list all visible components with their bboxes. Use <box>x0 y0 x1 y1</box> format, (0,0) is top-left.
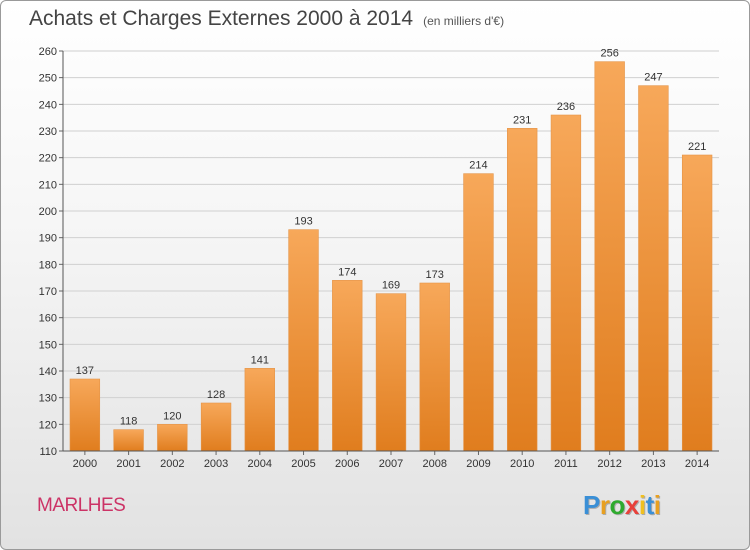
x-tick-label: 2013 <box>641 458 665 470</box>
y-tick-label: 220 <box>39 153 57 165</box>
x-tick-label: 2010 <box>510 458 534 470</box>
bar-value-label: 118 <box>120 416 138 428</box>
bar-value-label: 141 <box>251 354 269 366</box>
chart-subtitle: (en milliers d'€) <box>423 14 505 28</box>
bar-value-label: 221 <box>688 141 706 153</box>
logo-letter: i <box>653 490 661 520</box>
logo-letter: t <box>645 490 655 520</box>
chart-title: Achats et Charges Externes 2000 à 2014 (e… <box>29 7 504 31</box>
x-tick-label: 2014 <box>685 458 709 470</box>
bar <box>332 280 363 452</box>
bar-value-label: 173 <box>426 269 444 281</box>
bar-value-label: 137 <box>76 365 94 377</box>
y-tick-label: 240 <box>39 99 57 111</box>
bar <box>681 154 713 452</box>
bar <box>550 114 582 452</box>
y-tick-label: 130 <box>39 393 57 405</box>
x-tick-label: 2007 <box>379 458 403 470</box>
bar <box>463 173 494 452</box>
y-tick-label: 250 <box>39 73 57 85</box>
bar <box>507 128 538 452</box>
bar-value-label: 169 <box>382 280 400 292</box>
y-tick-label: 210 <box>39 179 57 191</box>
bar-value-label: 256 <box>600 48 618 60</box>
x-tick-label: 2009 <box>466 458 490 470</box>
y-tick-label: 180 <box>39 259 57 271</box>
x-tick-label: 2006 <box>335 458 359 470</box>
logo-letter: x <box>624 490 639 520</box>
logo-letter: P <box>583 490 600 520</box>
y-tick-label: 120 <box>39 419 57 431</box>
bar-value-label: 120 <box>163 410 181 422</box>
x-tick-label: 2002 <box>160 458 184 470</box>
x-tick-label: 2001 <box>116 458 140 470</box>
bar <box>288 229 319 452</box>
bar <box>375 293 407 452</box>
y-tick-label: 260 <box>39 46 57 58</box>
proxiti-logo: Proxiti <box>583 490 661 521</box>
bar-value-label: 193 <box>294 216 312 228</box>
bar-value-label: 174 <box>338 266 356 278</box>
bar <box>244 368 275 452</box>
y-tick-label: 190 <box>39 233 57 245</box>
x-tick-label: 2004 <box>248 458 272 470</box>
bar-value-label: 214 <box>469 160 487 172</box>
logo-letter: o <box>609 490 625 520</box>
y-tick-label: 230 <box>39 126 57 138</box>
bar-value-label: 128 <box>207 389 225 401</box>
y-tick-label: 170 <box>39 286 57 298</box>
title-text: Achats et Charges Externes 2000 à 2014 <box>29 7 414 30</box>
bar-value-label: 247 <box>644 72 662 84</box>
x-tick-label: 2008 <box>422 458 446 470</box>
x-tick-label: 2012 <box>597 458 621 470</box>
y-tick-label: 160 <box>39 313 57 325</box>
x-tick-label: 2005 <box>291 458 315 470</box>
x-tick-label: 2011 <box>554 458 578 470</box>
bar <box>419 282 450 452</box>
bar <box>157 424 188 452</box>
y-tick-label: 200 <box>39 206 57 218</box>
logo-letter: i <box>638 490 646 520</box>
bar <box>638 85 669 452</box>
bar <box>200 402 232 452</box>
y-tick-label: 150 <box>39 339 57 351</box>
x-tick-label: 2003 <box>204 458 228 470</box>
bar-value-label: 236 <box>557 101 575 113</box>
x-tick-label: 2000 <box>73 458 97 470</box>
bar <box>594 61 625 452</box>
bar-value-label: 231 <box>513 114 531 126</box>
y-tick-label: 140 <box>39 366 57 378</box>
bar <box>113 429 144 452</box>
town-name: MARLHES <box>37 495 126 516</box>
y-tick-label: 110 <box>39 446 57 458</box>
bar <box>69 378 101 452</box>
logo-letter: r <box>599 490 610 520</box>
